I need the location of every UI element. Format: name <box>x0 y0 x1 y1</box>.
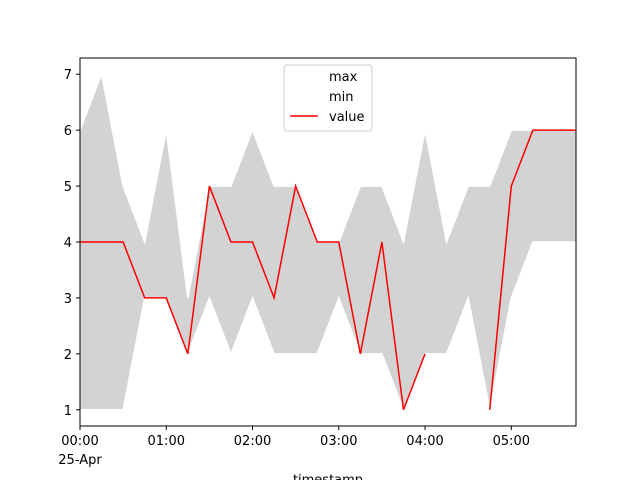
legend-frame <box>283 64 373 132</box>
y-tick-label: 2 <box>64 348 72 363</box>
y-tick-label: 1 <box>64 404 72 419</box>
x-tick-label: 00:00 <box>61 434 98 449</box>
legend: max min value <box>283 64 373 132</box>
legend-label: min <box>329 90 354 105</box>
series-line <box>80 129 576 411</box>
x-tick-label: 03:00 <box>320 434 357 449</box>
y-tick-label: 3 <box>64 292 72 307</box>
x-tick-label: 01:00 <box>148 434 185 449</box>
x-tick-label: 02:00 <box>234 434 271 449</box>
legend-label: max <box>329 70 358 85</box>
y-tick-label: 4 <box>64 236 72 251</box>
plot-area <box>79 71 576 412</box>
x-tick-label: 05:00 <box>493 434 530 449</box>
x-axis-label: timestamp <box>293 473 363 480</box>
x-tick-label: 04:00 <box>406 434 443 449</box>
x-date-label: 25-Apr <box>58 453 102 468</box>
y-tick-label: 5 <box>64 180 72 195</box>
legend-label: value <box>329 110 365 125</box>
y-tick-label: 6 <box>64 124 72 139</box>
y-tick-label: 7 <box>64 68 72 83</box>
